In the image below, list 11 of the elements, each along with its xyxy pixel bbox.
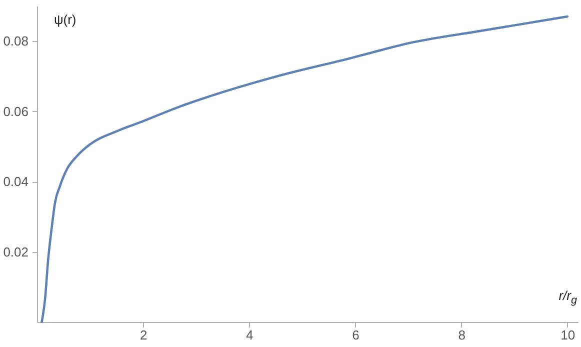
y-axis-title: ψ(r) [54, 12, 76, 27]
x-tick-label: 6 [352, 328, 360, 342]
x-tick-label: 4 [246, 328, 254, 342]
x-tick-label: 2 [140, 328, 148, 342]
y-tick-label: 0.04 [3, 174, 28, 190]
y-tick-label: 0.08 [3, 34, 28, 49]
y-tick-label: 0.06 [3, 104, 28, 119]
x-axis-title: r/r$_{g}$ [558, 288, 577, 307]
x-tick-label: 10 [560, 328, 576, 342]
y-tick-label: 0.02 [3, 244, 28, 260]
x-tick-label: 8 [458, 328, 466, 342]
